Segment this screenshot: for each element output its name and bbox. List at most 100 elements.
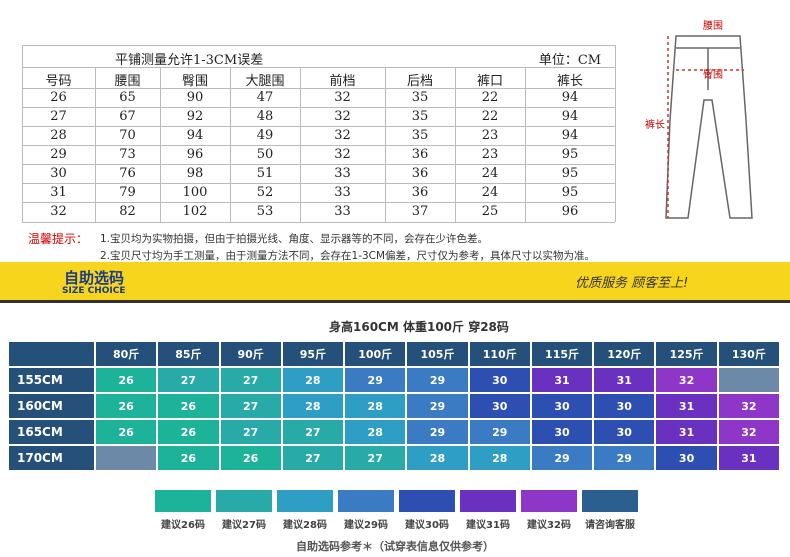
- table-cell: 65: [119, 90, 136, 105]
- table-line: [22, 145, 615, 146]
- legend-label: 建议32码: [527, 520, 571, 531]
- table-line: [385, 67, 386, 222]
- table-cell: 33: [334, 166, 351, 181]
- table-cell: 36: [411, 185, 429, 200]
- table-header: 大腿围: [245, 74, 285, 89]
- table-cell: 30: [50, 166, 67, 181]
- size-cell: 26: [95, 367, 158, 393]
- banner-slogan: 优质服务 顾客至上!: [575, 276, 689, 291]
- size-cell: 30: [593, 419, 656, 445]
- table-line: [95, 67, 96, 222]
- table-cell: 76: [119, 166, 136, 181]
- table-cell: 53: [256, 204, 274, 219]
- table-cell: 67: [119, 109, 136, 124]
- size-cell: 32: [717, 393, 780, 419]
- size-cell: [717, 367, 780, 393]
- weight-header: 120斤: [593, 341, 656, 367]
- table-cell: 95: [561, 166, 579, 181]
- weight-header: 90斤: [219, 341, 282, 367]
- table-line: [22, 88, 615, 89]
- table-cell: 35: [411, 128, 429, 143]
- weight-header: 100斤: [344, 341, 407, 367]
- legend-swatch: [155, 490, 211, 512]
- legend-swatch: [460, 490, 516, 512]
- legend-label: 建议29码: [344, 520, 388, 531]
- legend-label: 建议31码: [466, 520, 510, 531]
- table-cell: 79: [119, 185, 136, 200]
- table-cell: 33: [334, 204, 351, 219]
- size-cell: 27: [281, 419, 345, 445]
- table-cell: 26: [50, 90, 67, 105]
- table-line: [22, 222, 615, 223]
- table-cell: 102: [182, 204, 208, 219]
- size-cell: 26: [157, 393, 220, 419]
- table-cell: 94: [561, 128, 579, 143]
- footnote: 自助选码参考＊（试穿表信息仅供参考）: [296, 540, 494, 553]
- height-header: 170CM: [8, 445, 95, 471]
- size-cell: 30: [530, 419, 594, 445]
- size-cell: 27: [281, 445, 345, 471]
- legend-label: 建议26码: [161, 520, 205, 531]
- table-cell: 94: [186, 128, 204, 143]
- grid-corner: [8, 341, 95, 367]
- size-cell: 26: [219, 445, 282, 471]
- legend-label: 建议27码: [222, 520, 266, 531]
- table-cell: 32: [334, 147, 351, 162]
- table-header: 臀围: [181, 74, 208, 89]
- diagram-label: 臀围: [703, 70, 723, 81]
- banner-rule: [0, 300, 790, 303]
- table-cell: 49: [256, 128, 274, 143]
- size-cell: 31: [593, 367, 656, 393]
- table-cell: 32: [50, 204, 67, 219]
- size-cell: [95, 445, 158, 471]
- table-header: 号码: [45, 74, 72, 89]
- size-cell: 29: [468, 419, 531, 445]
- table-cell: 24: [481, 185, 499, 200]
- legend-label: 建议30码: [405, 520, 449, 531]
- table-line: [22, 202, 615, 203]
- legend-label: 建议28码: [283, 520, 327, 531]
- table-line: [22, 67, 615, 68]
- size-cell: 30: [530, 393, 594, 419]
- table-line: [525, 67, 526, 222]
- table-line: [300, 67, 301, 222]
- legend-swatch: [582, 490, 638, 512]
- size-cell: 29: [593, 445, 656, 471]
- table-cell: 36: [411, 147, 429, 162]
- table-header: 前档: [329, 74, 356, 89]
- table-header: 裤长: [556, 74, 583, 89]
- size-cell: 28: [468, 445, 531, 471]
- table-cell: 22: [481, 90, 499, 105]
- pants-outline: [665, 35, 753, 219]
- table-cell: 32: [334, 90, 351, 105]
- size-cell: 27: [157, 367, 220, 393]
- weight-header: 115斤: [530, 341, 594, 367]
- weight-header: 80斤: [95, 341, 158, 367]
- size-cell: 29: [406, 367, 469, 393]
- size-cell: 27: [344, 445, 407, 471]
- size-cell: 26: [95, 419, 158, 445]
- weight-header: 125斤: [655, 341, 718, 367]
- height-header: 165CM: [8, 419, 95, 445]
- table-cell: 35: [411, 90, 429, 105]
- weight-header: 130斤: [717, 341, 780, 367]
- table-cell: 70: [119, 128, 136, 143]
- legend-label: 请咨询客服: [585, 520, 635, 531]
- table-cell: 90: [186, 90, 204, 105]
- size-cell: 26: [157, 419, 220, 445]
- legend-swatch: [399, 490, 455, 512]
- size-cell: 30: [468, 367, 531, 393]
- size-cell: 31: [717, 445, 780, 471]
- size-cell: 29: [406, 393, 469, 419]
- height-header: 155CM: [8, 367, 95, 393]
- table-cell: 47: [256, 90, 274, 105]
- table-cell: 25: [481, 204, 499, 219]
- table-header: 腰围: [114, 74, 141, 89]
- table-cell: 37: [411, 204, 429, 219]
- table-line: [615, 45, 616, 222]
- table-line: [22, 107, 615, 108]
- weight-header: 105斤: [406, 341, 469, 367]
- diagram-label: 腰围: [703, 21, 723, 32]
- table-cell: 95: [561, 185, 579, 200]
